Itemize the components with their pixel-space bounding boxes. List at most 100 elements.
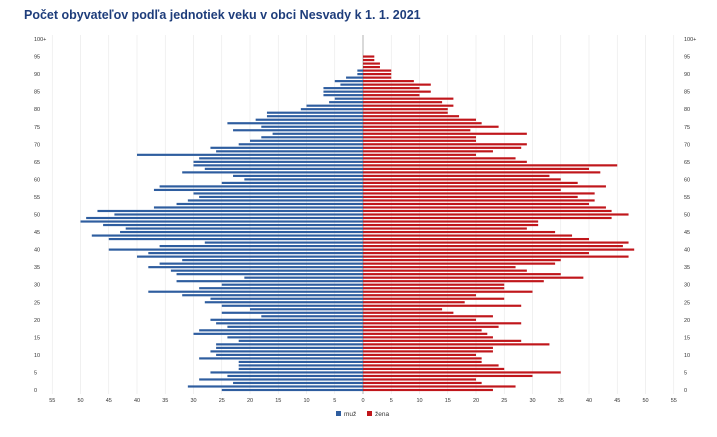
bar-male xyxy=(199,157,363,160)
bar-female xyxy=(363,357,482,360)
bar-female xyxy=(363,290,533,293)
bar-male xyxy=(250,139,363,142)
bar-male xyxy=(148,266,363,269)
y-tick-label-left: 75 xyxy=(34,125,40,131)
bar-female xyxy=(363,367,505,371)
bar-female xyxy=(363,329,482,332)
bar-female xyxy=(363,73,392,76)
y-tick-label-left: 80 xyxy=(34,107,40,113)
bar-female xyxy=(363,318,476,321)
bar-female xyxy=(363,315,493,318)
bar-female xyxy=(363,255,629,258)
bar-male xyxy=(137,255,363,258)
bar-female xyxy=(363,388,493,392)
bar-male xyxy=(261,315,363,318)
y-tick-label-right: 15 xyxy=(684,335,690,341)
bar-male xyxy=(125,227,363,230)
legend[interactable]: muž žena xyxy=(336,411,389,418)
bar-male xyxy=(204,241,363,244)
y-tick-label-right: 20 xyxy=(684,318,690,324)
bar-male xyxy=(170,269,363,272)
bar-male xyxy=(153,188,363,192)
bar-male xyxy=(261,125,363,128)
bar-female xyxy=(363,164,618,167)
y-tick-label-left: 35 xyxy=(34,265,40,271)
x-tick-label: 10 xyxy=(416,398,422,404)
bar-female xyxy=(363,304,522,307)
y-tick-label-right: 0 xyxy=(684,388,687,394)
bar-female xyxy=(363,273,561,276)
bar-female xyxy=(363,287,505,290)
legend-swatch-male xyxy=(336,411,341,416)
bar-female xyxy=(363,269,527,272)
y-tick-label-right: 85 xyxy=(684,90,690,96)
bar-female xyxy=(363,216,612,220)
bar-male xyxy=(227,122,363,125)
bar-female xyxy=(363,132,527,135)
bar-female xyxy=(363,227,527,230)
bar-male xyxy=(80,220,363,223)
y-tick-label-left: 10 xyxy=(34,353,40,359)
bar-male xyxy=(199,287,363,290)
bar-female xyxy=(363,192,595,195)
y-tick-label-right: 35 xyxy=(684,265,690,271)
bar-male xyxy=(306,104,363,107)
bar-male xyxy=(86,216,364,220)
bar-female xyxy=(363,136,476,139)
x-tick-label: 45 xyxy=(614,398,620,404)
bar-male xyxy=(199,357,363,360)
bar-male xyxy=(204,301,363,304)
y-tick-label-left: 70 xyxy=(34,142,40,148)
bar-female xyxy=(363,259,561,262)
bar-female xyxy=(363,101,443,104)
bar-female xyxy=(363,353,476,356)
y-tick-label-right: 30 xyxy=(684,283,690,289)
bar-male xyxy=(300,108,363,111)
bar-female xyxy=(363,157,516,160)
bar-female xyxy=(363,160,527,163)
bar-male xyxy=(221,311,363,314)
x-tick-label: 55 xyxy=(49,398,55,404)
y-tick-label-left: 65 xyxy=(34,160,40,166)
bar-female xyxy=(363,111,448,114)
bar-male xyxy=(187,385,363,388)
bar-male xyxy=(108,237,363,241)
bar-male xyxy=(238,364,363,367)
y-tick-label-right: 70 xyxy=(684,142,690,148)
bar-female xyxy=(363,245,623,248)
bar-female xyxy=(363,374,533,378)
bar-male xyxy=(148,290,363,293)
bar-male xyxy=(357,73,363,76)
y-tick-label-right: 25 xyxy=(684,300,690,306)
bar-male xyxy=(221,304,363,307)
bar-female xyxy=(363,230,556,234)
bar-female xyxy=(363,206,606,209)
y-tick-label-left: 0 xyxy=(34,388,37,394)
y-tick-label-left: 100+ xyxy=(34,37,46,43)
bar-male xyxy=(210,318,363,321)
bar-female xyxy=(363,153,476,156)
y-tick-label-right: 65 xyxy=(684,160,690,166)
bar-male xyxy=(159,185,363,188)
y-tick-label-right: 90 xyxy=(684,72,690,78)
bar-female xyxy=(363,325,499,328)
y-tick-label-left: 95 xyxy=(34,55,40,61)
bar-male xyxy=(97,209,363,213)
bar-female xyxy=(363,332,488,335)
bar-female xyxy=(363,280,544,283)
bars-layer xyxy=(80,55,635,392)
bar-male xyxy=(329,101,363,104)
bar-female xyxy=(363,301,465,304)
y-tick-label-left: 50 xyxy=(34,213,40,219)
x-tick-label: 25 xyxy=(219,398,225,404)
bar-female xyxy=(363,94,420,97)
y-tick-label-right: 5 xyxy=(684,370,687,376)
bar-male xyxy=(193,160,363,163)
x-tick-label: 35 xyxy=(162,398,168,404)
bar-female xyxy=(363,143,527,146)
bar-male xyxy=(323,94,363,97)
bar-female xyxy=(363,58,375,62)
bar-male xyxy=(216,322,363,325)
bar-female xyxy=(363,213,629,216)
bar-female xyxy=(363,195,578,199)
